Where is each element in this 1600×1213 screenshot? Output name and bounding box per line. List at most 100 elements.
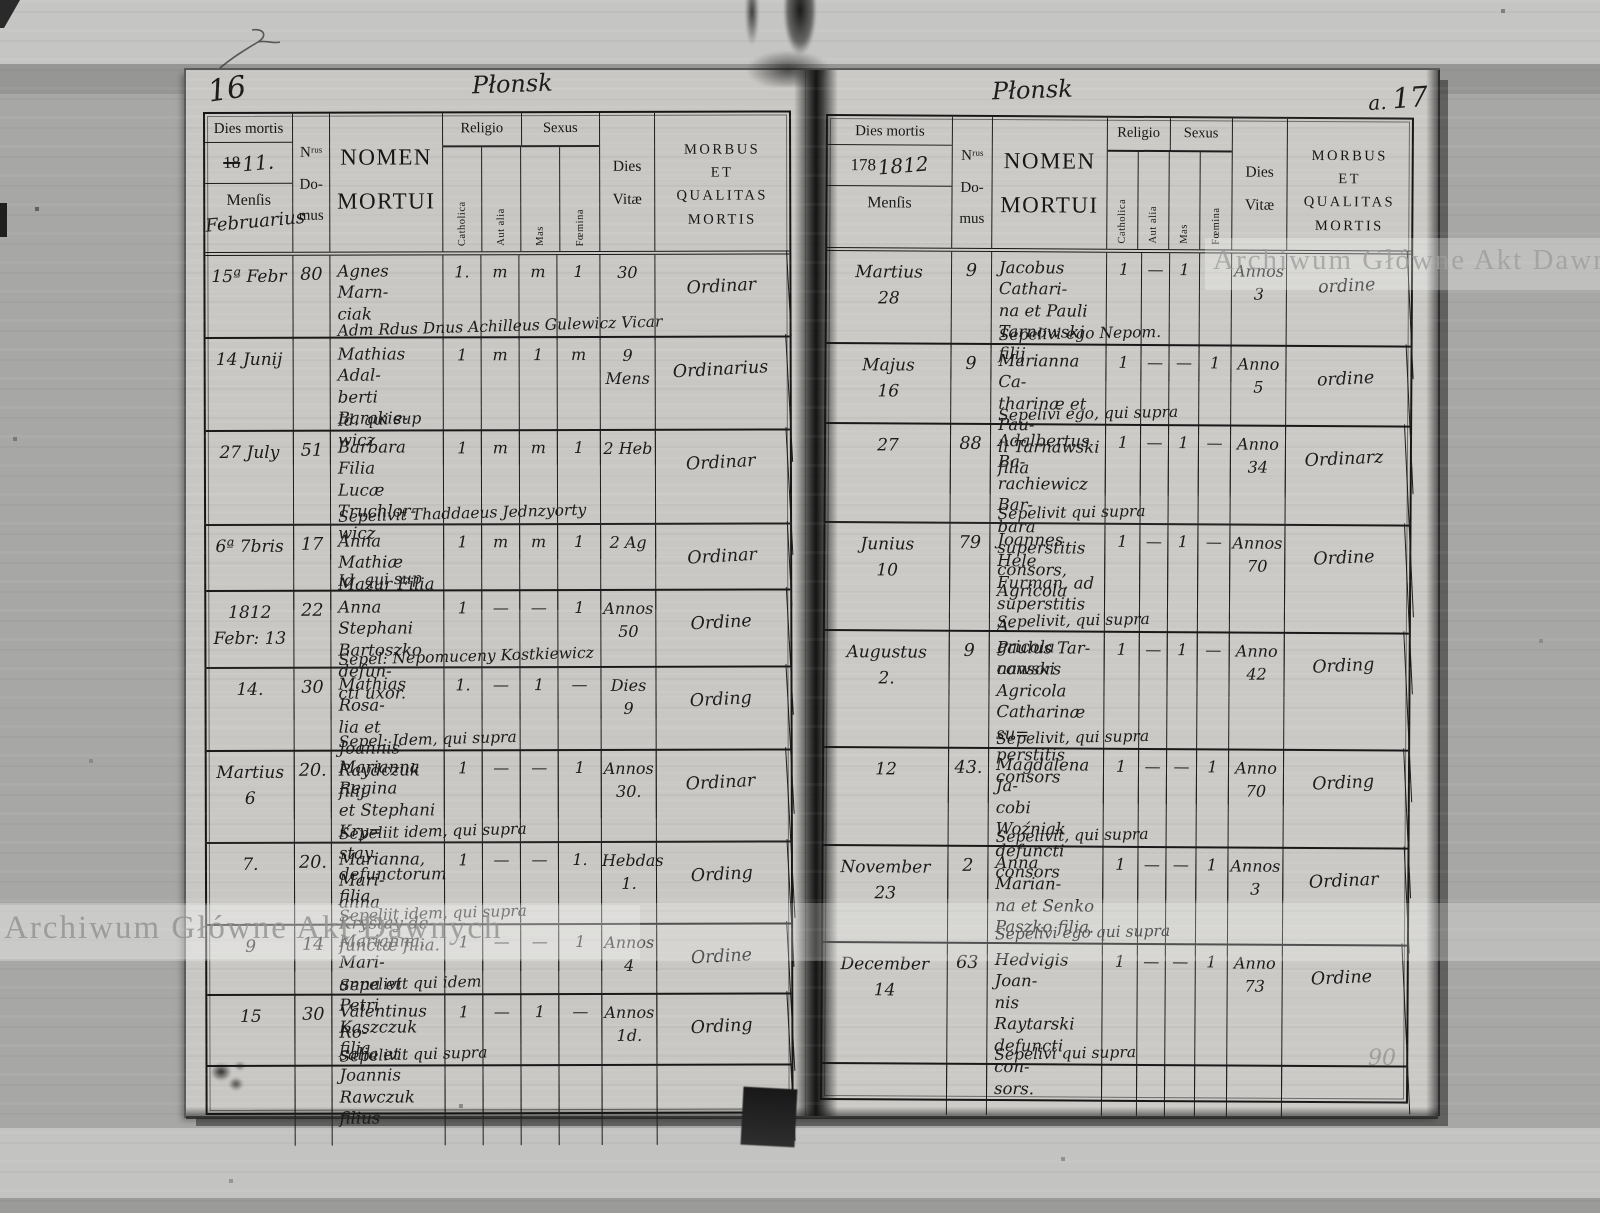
year-handwritten: 1812 xyxy=(877,151,930,180)
dies-mortis-label: Dies mortis xyxy=(205,113,293,143)
register-table: Dies mortis 18 11. Menſis Februarius Nʳᵘ… xyxy=(203,110,796,1148)
burial-note: Sepelivit, qui supra xyxy=(996,726,1150,749)
mas-subcolumn: Mas xyxy=(1169,152,1201,250)
page-number: a. 17 xyxy=(1367,79,1429,116)
scan-mark-bottom xyxy=(740,1086,798,1148)
page-title: Płonsk xyxy=(471,68,554,100)
burial-note: Sepelivit, qui supra xyxy=(995,824,1149,847)
table-rows: Martius 28 9 Jacobus Cathari- na et Paul… xyxy=(821,251,1414,1121)
religio-sexus-band: Religio Sexus xyxy=(1107,117,1232,153)
ink-blot xyxy=(206,1056,252,1100)
table-row: 15 30 Valentinus Ro- salia et Joannis Ra… xyxy=(207,991,796,1148)
column-header-morbus: MORBUS ET QUALITAS MORTIS xyxy=(1303,147,1396,234)
mensis-field: Menſis xyxy=(827,186,951,248)
burial-note: Sepelivi ego qui supra xyxy=(994,921,1171,944)
year-field: 178 1812 xyxy=(827,145,952,187)
burial-note: Sepelivi qui supra xyxy=(994,1043,1137,1064)
table-row: Augustus 2. 9 Paulus Tar- nawski Agricol… xyxy=(823,631,1413,809)
burial-note: Sepelivit qui supra xyxy=(997,502,1146,523)
foemina-subcolumn: Fœmina xyxy=(1200,152,1232,249)
religio-sexus-subcolumns: Catholica Aut alia Mas Fœmina xyxy=(1107,151,1232,250)
table-header: Dies mortis 18 11. Menſis Februarius Nʳᵘ… xyxy=(204,112,790,256)
pencil-mark xyxy=(219,28,281,69)
religio-label: Religio xyxy=(443,113,522,146)
column-header-religio-sexus: Religio Sexus Catholica Aut alia Mas Fœm… xyxy=(1107,117,1233,250)
burial-note: Id. qui sup xyxy=(337,569,423,590)
column-header-nomen-mortui: NOMEN MORTUI xyxy=(992,117,1108,249)
scan-band-bottom-edge xyxy=(0,1198,1600,1213)
catholica-subcolumn: Catholica xyxy=(1107,151,1139,249)
scan-edge-mark xyxy=(0,203,7,237)
table-row: 14 Junij Mathias Adal- berti Barakie- wi… xyxy=(205,334,794,470)
month-handwritten: Februarius xyxy=(204,206,306,237)
year-printed: 178 xyxy=(850,155,877,175)
column-header-dies-vitae: Dies Vitæ xyxy=(1232,118,1288,250)
house-number-cell: 2 xyxy=(947,846,989,954)
table-row: December 14 63 Hedvigis Joan- nis Raytar… xyxy=(821,942,1411,1121)
scan-corner-mark xyxy=(0,0,20,28)
catholica-subcolumn: Catholica xyxy=(443,147,483,252)
register-book: 16 Płonsk Dies mortis 18 11. Menſis Febr… xyxy=(186,68,1440,1148)
religio-label: Religio xyxy=(1107,117,1171,151)
column-header-morbus: MORBUS ET QUALITAS MORTIS xyxy=(676,141,768,228)
page-number-prefix: a. xyxy=(1367,89,1388,116)
table-row: 27 July 51 Barbara Filia Lucæ Truchlor- … xyxy=(205,427,794,563)
burial-note: Sepelivi ego, qui supra xyxy=(998,402,1179,425)
scan-specks xyxy=(0,0,2,2)
mensis-field: Menſis Februarius xyxy=(204,184,306,252)
sexus-label: Sexus xyxy=(1183,125,1219,142)
column-header-religio-sexus: Religio Sexus Catholica Aut alia Mas Fœm… xyxy=(443,112,601,252)
burial-note: Id. qui sup xyxy=(337,409,422,430)
column-header-dies-vitae: Dies Vitæ xyxy=(600,112,656,251)
sexus-label: Sexus xyxy=(542,120,578,137)
empty-tail-row xyxy=(207,1065,792,1113)
table-row: 27 88 Adalbertus Ba- rachiewicz Bar- bar… xyxy=(824,424,1414,623)
mensis-label: Menſis xyxy=(226,191,271,209)
table-row: 7. 20. Marianna, Mari- anna Krystay de- … xyxy=(206,839,795,975)
burial-note: Sepelivi ego Nepom. xyxy=(998,322,1162,345)
foemina-label: Fœmina xyxy=(574,208,586,247)
religio-sexus-band: Religio Sexus xyxy=(443,112,600,148)
age-cell: Annos 3 xyxy=(1227,848,1284,956)
table-rows: 15ª Febr 80 Agnes Marn- ciak 1. m m 1 30… xyxy=(205,251,796,1148)
death-date-cell: November 23 xyxy=(822,845,949,954)
male-mark: — xyxy=(1165,848,1197,956)
aut-alia-subcolumn: Aut alia xyxy=(482,147,522,252)
table-row: 12 43. Magdalena Ja- cobi Woźniak defunc… xyxy=(823,748,1412,904)
cause-of-death-cell: Ordinar xyxy=(1280,846,1410,959)
mas-label: Mas xyxy=(1178,224,1190,245)
female-mark: 1 xyxy=(1195,848,1229,956)
empty-tail-row xyxy=(821,1063,1406,1102)
year-field: 18 11. xyxy=(205,142,293,184)
table-row: Junius 10 79 Joannes Hele Furman, ad sup… xyxy=(824,523,1413,701)
column-header-dies-mortis: Dies mortis 178 1812 Menſis xyxy=(827,116,953,248)
table-row: 1812 Febr: 13 22 Anna Stephani Bartoszko… xyxy=(206,587,794,723)
year-handwritten: 11. xyxy=(241,149,276,177)
table-row: Martius 6 20. Marianna Regina et Stephan… xyxy=(206,747,796,926)
page-title: Płonsk xyxy=(991,74,1074,106)
aut-alia-label: Aut alia xyxy=(1147,206,1159,245)
catholica-label: Catholica xyxy=(1116,199,1128,244)
foemina-subcolumn: Fœmina xyxy=(560,147,599,251)
burial-note: Sepelivit, qui supra xyxy=(996,609,1150,632)
year-printed: 18 xyxy=(223,152,241,172)
table-row: 9 14 Marianna, Mari- anna et Petri Kaszc… xyxy=(207,921,796,1078)
scan-smudge-top xyxy=(728,0,858,87)
page-number: 16 xyxy=(205,69,249,110)
right-page: a. 17 Płonsk Dies mortis 178 1812 Menſis xyxy=(816,70,1438,1121)
table-row: November 23 2 Anna Marian- na et Senko P… xyxy=(822,845,1410,959)
column-header-house-number: Nʳᵘˢ Do- mus xyxy=(952,116,993,249)
column-header-nomen-mortui: NOMEN MORTUI xyxy=(330,113,444,252)
catholica-label: Catholica xyxy=(456,201,468,247)
house-number-cell: 80 xyxy=(293,255,331,342)
table-header: Dies mortis 178 1812 Menſis Nʳᵘˢ Do- mus… xyxy=(827,116,1412,255)
religio-sexus-subcolumns: Catholica Aut alia Mas Fœmina xyxy=(443,147,599,252)
cause-of-death-cell: Ordinar xyxy=(653,251,792,344)
corner-mark: 90 xyxy=(1368,1046,1396,1071)
aut-alia-subcolumn: Aut alia xyxy=(1138,151,1170,250)
table-row: 15ª Febr 80 Agnes Marn- ciak 1. m m 1 30… xyxy=(205,251,792,344)
table-row: 14. 30 Mathias Rosa- lia et Joannis Rayd… xyxy=(206,664,795,821)
column-header-house-number: Nʳᵘˢ Do- mus xyxy=(293,113,331,252)
death-date-cell: 15ª Febr xyxy=(205,255,294,342)
watermark-band xyxy=(1205,238,1600,290)
